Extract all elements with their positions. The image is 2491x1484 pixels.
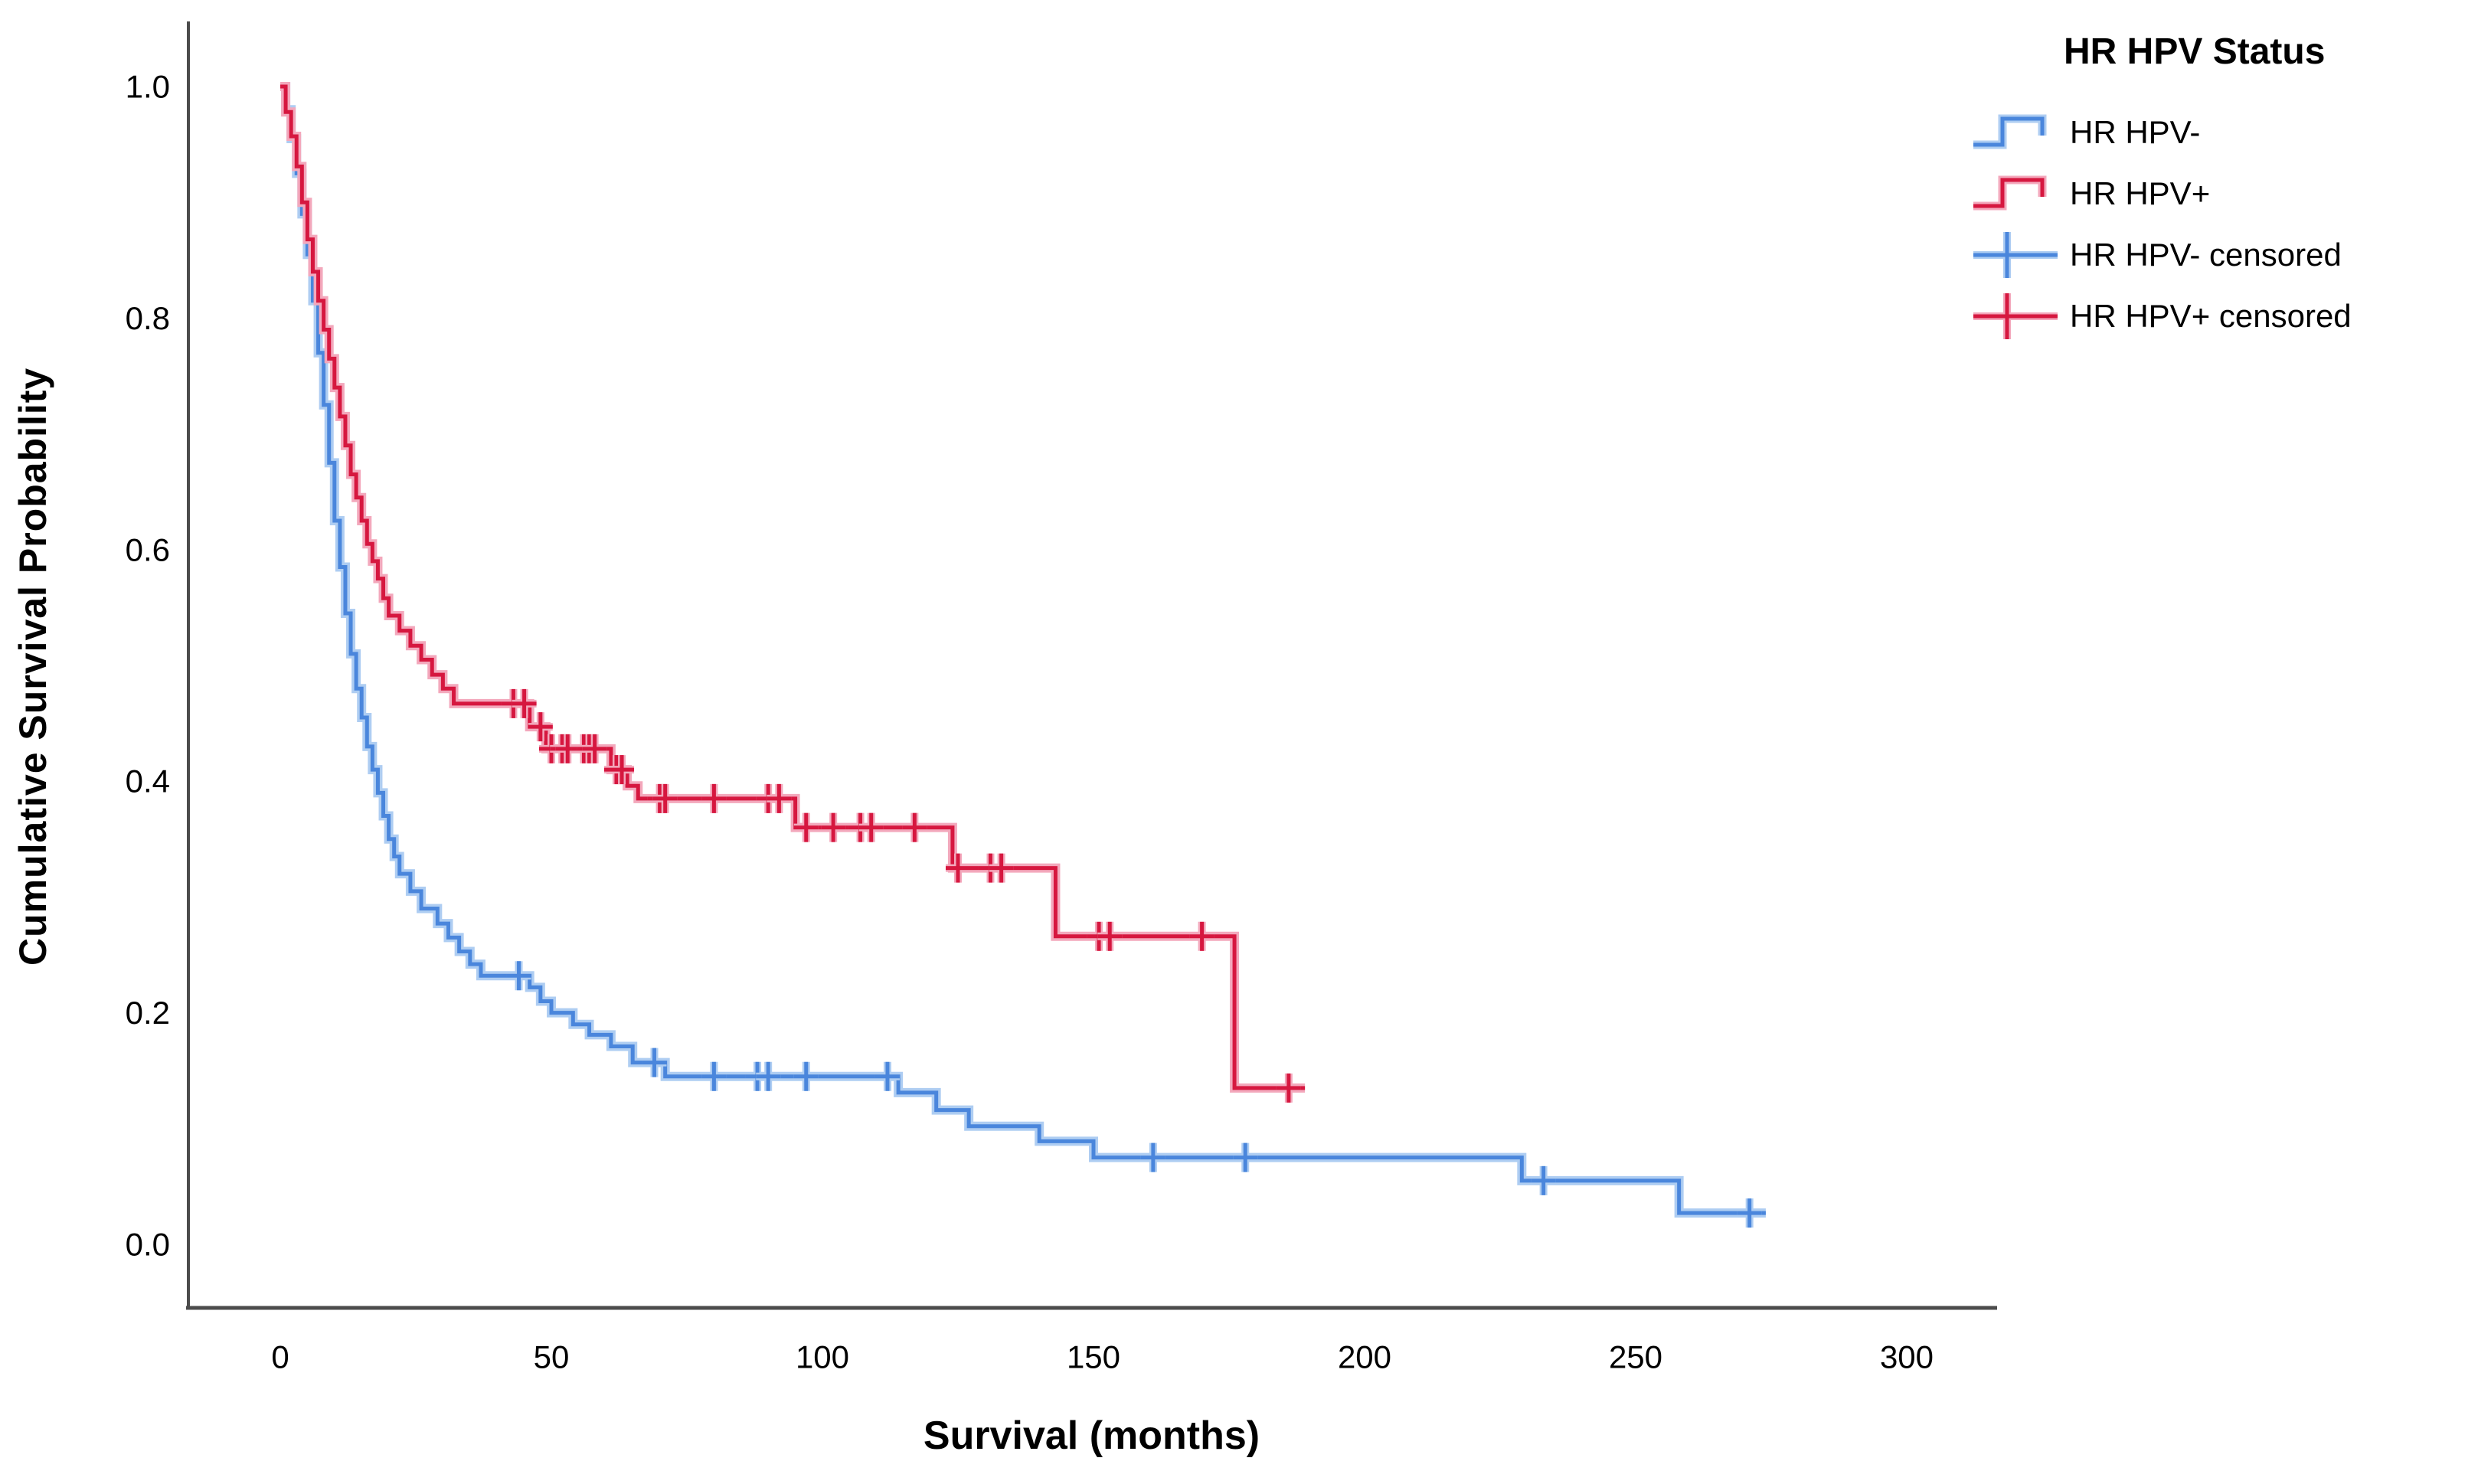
y-tick-label: 0.0 — [126, 1227, 170, 1263]
legend-item-hpv-pos: HR HPV+ — [1972, 163, 2485, 224]
survival-curve-hpv-neg — [280, 84, 1766, 1215]
survival-curve-hpv-pos — [280, 84, 1306, 1090]
legend-label: HR HPV- censored — [2070, 237, 2342, 273]
legend: HR HPV Status HR HPV- HR HPV+ HR HPV- ce… — [1972, 31, 2485, 347]
y-tick-label: 0.2 — [126, 995, 170, 1031]
y-axis-title: Cumulative Survival Probability — [11, 367, 54, 966]
x-tick-label: 100 — [796, 1339, 849, 1375]
x-axis-title: Survival (months) — [923, 1414, 1260, 1458]
legend-label: HR HPV- — [2070, 114, 2201, 150]
step-line-icon — [1973, 175, 2047, 211]
plus-marker-icon — [1973, 293, 2058, 339]
legend-label: HR HPV+ — [2070, 175, 2211, 211]
x-tick-label: 0 — [271, 1339, 289, 1375]
legend-item-hpv-neg-censored: HR HPV- censored — [1972, 224, 2485, 286]
step-line-icon — [1973, 114, 2047, 149]
x-tick-label: 200 — [1338, 1339, 1391, 1375]
y-tick-label: 0.8 — [126, 300, 170, 336]
y-tick-label: 0.6 — [126, 531, 170, 567]
x-tick-label: 300 — [1880, 1339, 1934, 1375]
survival-curve-hpv-neg — [280, 82, 1766, 1218]
legend-item-hpv-pos-censored: HR HPV+ censored — [1972, 286, 2485, 347]
x-tick-label: 150 — [1067, 1339, 1120, 1375]
legend-label: HR HPV+ censored — [2070, 298, 2352, 334]
y-tick-label: 0.4 — [126, 763, 170, 799]
x-tick-label: 250 — [1609, 1339, 1662, 1375]
plus-marker-icon — [1973, 232, 2058, 278]
x-tick-label: 50 — [534, 1339, 570, 1375]
y-tick-label: 1.0 — [126, 69, 170, 105]
legend-title: HR HPV Status — [2064, 31, 2326, 72]
legend-item-hpv-neg: HR HPV- — [1972, 102, 2485, 163]
